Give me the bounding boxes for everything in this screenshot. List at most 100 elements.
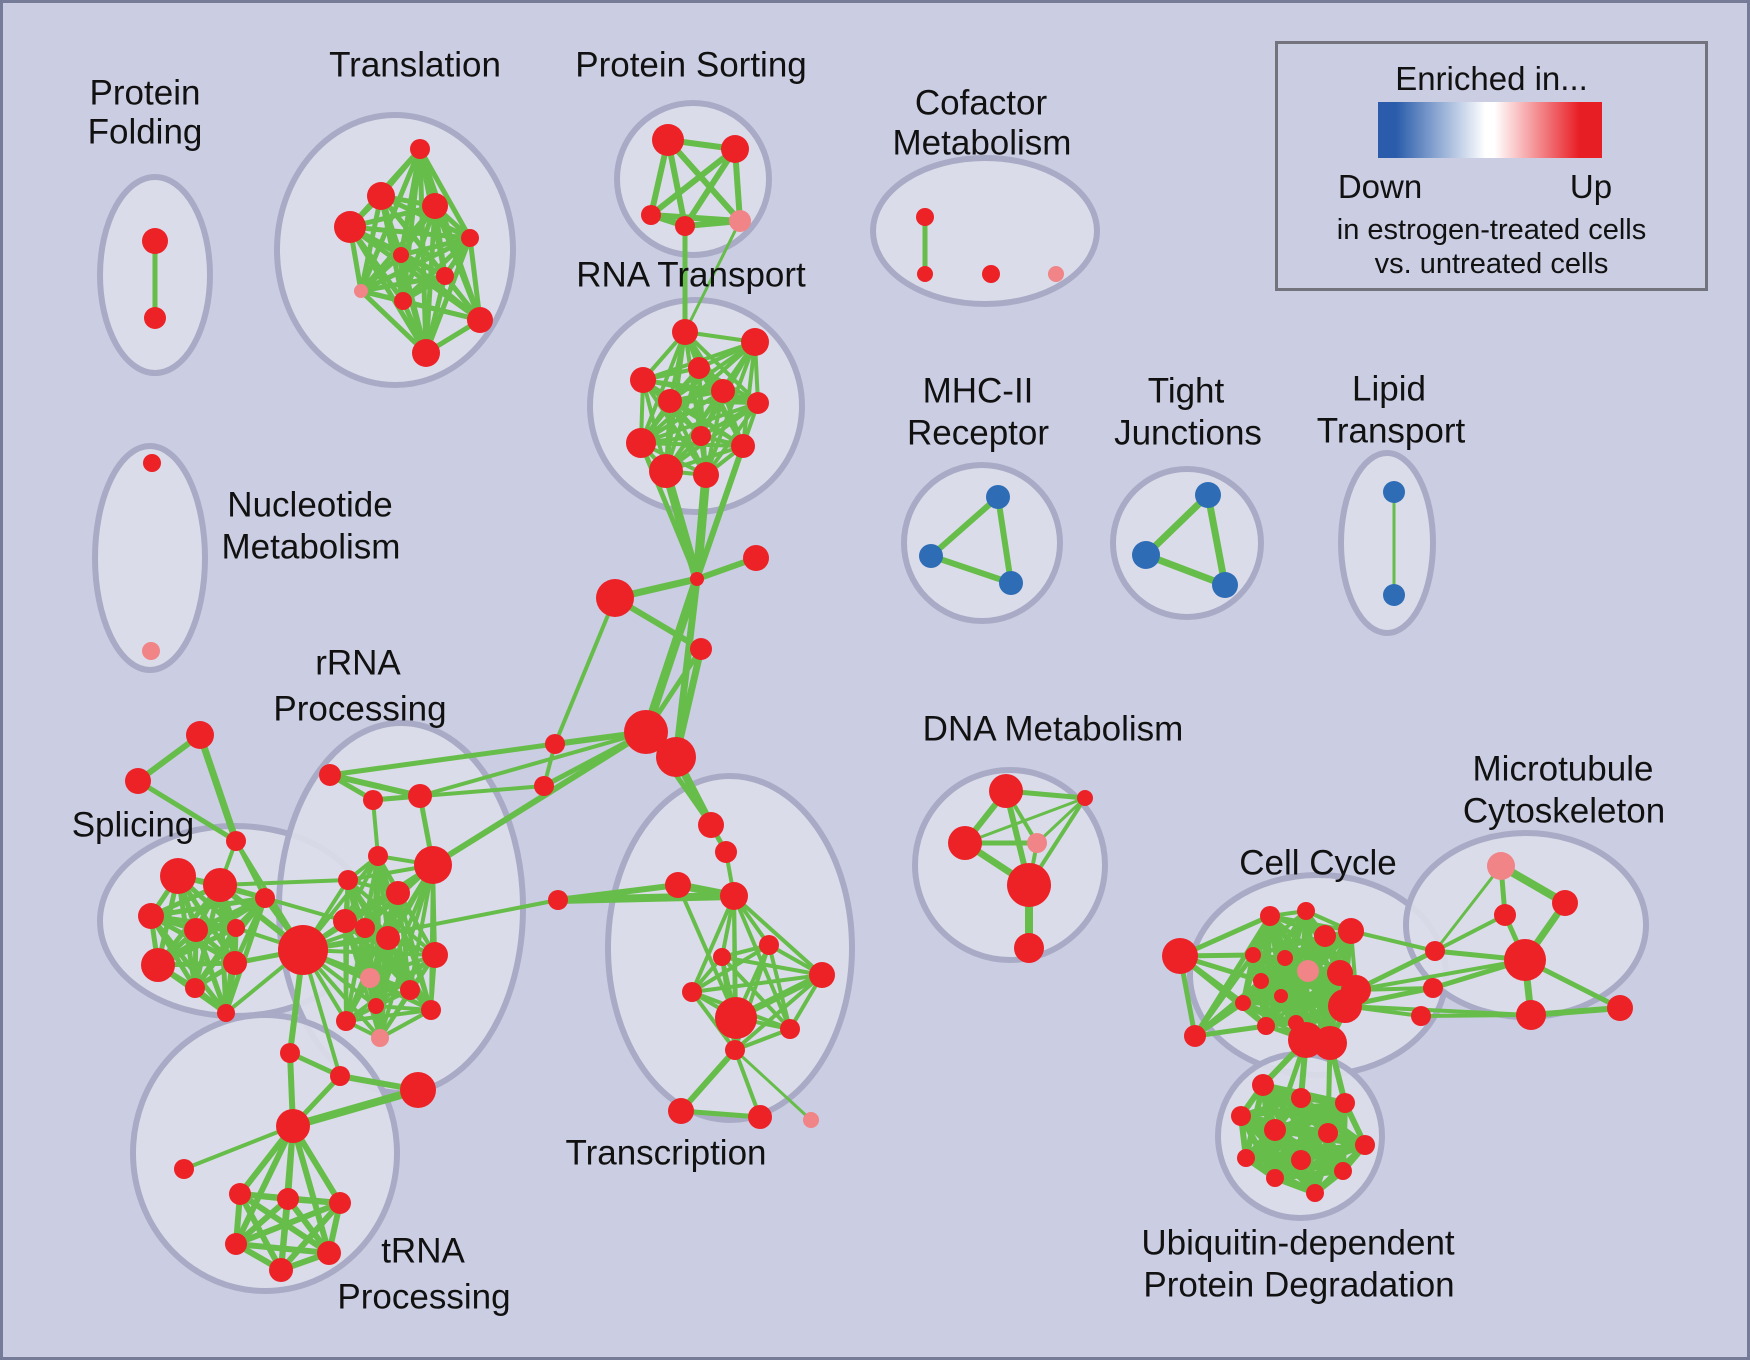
node-mt1 <box>1552 890 1578 916</box>
node-tn1 <box>229 1183 251 1205</box>
node-ps5 <box>729 210 751 232</box>
node-rr7 <box>414 846 452 884</box>
cluster-label-rrna-processing-line1: rRNA <box>315 644 401 683</box>
edge-tj2-tj3 <box>1144 551 1227 589</box>
node-rr18 <box>280 1043 300 1063</box>
cluster-label-rna-transport: RNA Transport <box>576 256 806 295</box>
node-ub12 <box>1306 1184 1324 1202</box>
edge-tj1-tj3 <box>1204 494 1229 586</box>
node-sp5 <box>141 948 175 982</box>
node-tr7 <box>436 267 454 285</box>
node-tr11 <box>412 339 440 367</box>
node-sp7 <box>227 919 245 937</box>
node-rr9 <box>355 918 375 938</box>
node-ub10 <box>1334 1162 1352 1180</box>
node-rr5 <box>338 870 358 890</box>
edge-tr7-tr8 <box>360 273 446 294</box>
edge-tc8-tc10 <box>690 990 737 1052</box>
cluster-label-lipid-transport-line1: Lipid <box>1352 370 1426 409</box>
edge-tr1-tr5 <box>417 147 473 240</box>
cluster-label-protein-sorting: Protein Sorting <box>575 46 807 85</box>
edge-rt4-rt11 <box>641 378 708 477</box>
edge-dm2-dm3 <box>964 796 1086 845</box>
cluster-label-cofactor-metabolism-line1: Cofactor <box>915 84 1048 123</box>
node-pf1 <box>142 228 168 254</box>
edge-mtp-ch1 <box>1433 865 1503 952</box>
legend-box: Enriched in... Down Up in estrogen-treat… <box>1275 41 1708 291</box>
cluster-nucleotide-metabolism <box>92 443 208 673</box>
cluster-label-mhc-ii-receptor-line1: MHC-II <box>923 372 1034 411</box>
edge-tnhub-tn5 <box>290 1125 332 1254</box>
node-rr4 <box>368 846 388 866</box>
edge-tc7-tc10 <box>733 973 824 1052</box>
edge-tn3-tn4 <box>234 1200 342 1247</box>
edge-rr4-rr8 <box>343 855 380 922</box>
edge-tr4-tr10 <box>432 205 483 321</box>
node-rr6 <box>386 881 410 905</box>
node-tr9 <box>394 292 412 310</box>
node-dm6 <box>1014 933 1044 963</box>
edge-tnhub-tn4 <box>233 1124 296 1246</box>
edge-j1-h2 <box>672 578 701 758</box>
node-tc6 <box>713 948 731 966</box>
node-rr20 <box>400 1072 436 1108</box>
node-tc8 <box>682 982 702 1002</box>
node-tc9 <box>780 1019 800 1039</box>
node-tc5 <box>759 935 779 955</box>
edge-sp7-sp8 <box>192 926 239 990</box>
edge-tnhub-tnlone <box>183 1124 294 1171</box>
node-rt5 <box>658 389 682 413</box>
edge-tc7-tc8 <box>691 973 823 994</box>
edge-tc6-tc7 <box>721 955 823 977</box>
edge-dm3-dm4 <box>1035 796 1087 845</box>
cluster-mhc-ii-receptor <box>901 462 1063 624</box>
node-tc3 <box>665 872 691 898</box>
cluster-label-translation: Translation <box>329 46 501 85</box>
node-rt12 <box>731 434 755 458</box>
edge-tj1-tj2 <box>1143 492 1211 558</box>
edge-ch1-cc4 <box>1350 929 1436 953</box>
node-sp2 <box>203 868 237 902</box>
edge-ps2-ps3 <box>649 146 737 218</box>
node-nm2 <box>142 642 160 660</box>
node-e1 <box>596 579 634 617</box>
node-cc1 <box>1184 1025 1206 1047</box>
node-pf2 <box>144 307 166 329</box>
cluster-label-trna-processing-line2: Processing <box>337 1278 510 1317</box>
node-layer <box>125 124 1633 1282</box>
node-cf1 <box>916 208 934 226</box>
node-dm1 <box>989 774 1023 808</box>
node-rt6 <box>711 379 735 403</box>
node-mt4 <box>1607 995 1633 1021</box>
cluster-label-cofactor-metabolism-line2: Metabolism <box>893 124 1072 163</box>
node-tr1 <box>410 139 430 159</box>
node-cc6 <box>1245 947 1261 963</box>
node-ub4 <box>1231 1106 1251 1126</box>
edge-cc14-mt3 <box>1344 1004 1532 1017</box>
edge-rt7-rt9 <box>640 401 759 445</box>
node-t3 <box>226 831 246 851</box>
edge-tr8-tr11 <box>359 289 428 355</box>
node-cf4 <box>1048 266 1064 282</box>
edge-tc5-tc9 <box>767 944 792 1030</box>
node-tn3 <box>329 1192 351 1214</box>
edge-t1-t3 <box>196 733 240 843</box>
legend-subtitle-line1: in estrogen-treated cells <box>1336 214 1647 246</box>
cluster-tight-junctions <box>1110 466 1264 620</box>
node-tc10 <box>725 1040 745 1060</box>
edge-rt12-j1 <box>694 445 746 580</box>
node-rr15 <box>368 998 384 1014</box>
edge-rt11-j1 <box>692 474 711 580</box>
node-t2 <box>125 768 151 794</box>
node-a1 <box>545 734 565 754</box>
node-tn2 <box>277 1188 299 1210</box>
edge-sp2-rr5 <box>219 878 349 887</box>
node-rr3 <box>408 784 432 808</box>
node-ub9 <box>1291 1150 1311 1170</box>
cluster-cofactor-metabolism <box>870 155 1100 307</box>
node-cc4 <box>1338 918 1364 944</box>
node-ub2 <box>1291 1088 1311 1108</box>
edge-e1-a1 <box>553 597 617 745</box>
